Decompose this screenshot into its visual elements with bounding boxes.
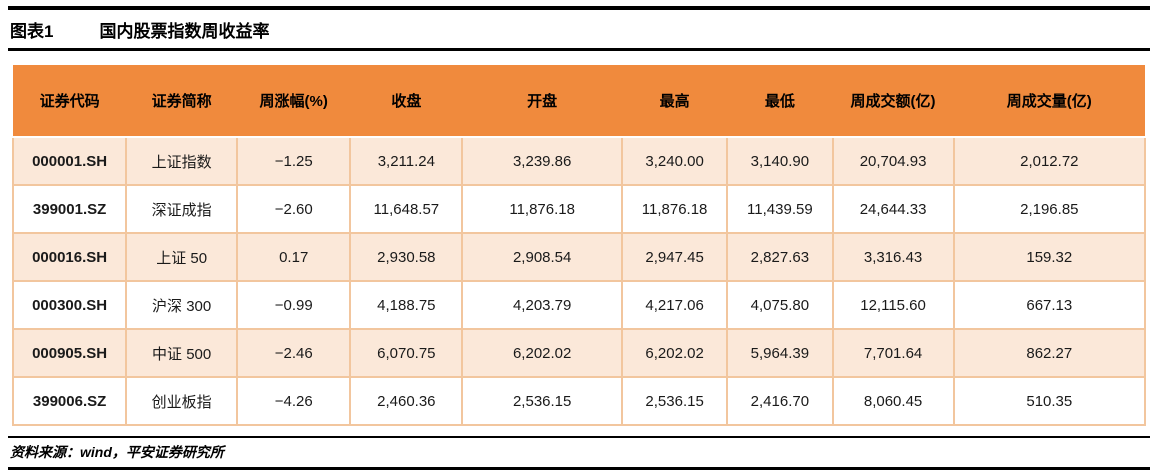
table-cell: 000300.SH xyxy=(11,280,128,330)
table-cell: 5,964.39 xyxy=(726,328,834,378)
table-row: 000300.SH 沪深 300 −0.99 4,188.75 4,203.79… xyxy=(11,280,1147,330)
table-cell: 中证 500 xyxy=(125,328,239,378)
table-cell: 12,115.60 xyxy=(831,280,955,330)
table-cell: 2,012.72 xyxy=(952,136,1147,186)
table-cell: 2,536.15 xyxy=(620,376,729,426)
table-cell: 399006.SZ xyxy=(11,376,128,426)
table-cell: 11,439.59 xyxy=(726,184,834,234)
table-cell: 510.35 xyxy=(952,376,1147,426)
column-header-code: 证券代码 xyxy=(13,65,127,138)
table-cell: 3,140.90 xyxy=(726,136,834,186)
table-cell: −0.99 xyxy=(236,280,352,330)
column-header-turnover: 周成交额(亿) xyxy=(832,65,954,138)
table-cell: 24,644.33 xyxy=(831,184,955,234)
source-note: 资料来源：wind，平安证券研究所 xyxy=(10,444,224,460)
table-row: 000016.SH 上证 50 0.17 2,930.58 2,908.54 2… xyxy=(11,232,1147,282)
table-cell: 3,240.00 xyxy=(620,136,729,186)
table-cell: 8,060.45 xyxy=(831,376,955,426)
column-header-weekly-change: 周涨幅(%) xyxy=(237,65,351,138)
table-cell: 沪深 300 xyxy=(125,280,239,330)
table-cell: 上证 50 xyxy=(125,232,239,282)
table-row: 399006.SZ 创业板指 −4.26 2,460.36 2,536.15 2… xyxy=(11,376,1147,426)
table-cell: 3,239.86 xyxy=(461,136,623,186)
table-cell: 2,947.45 xyxy=(620,232,729,282)
table-cell: 4,217.06 xyxy=(620,280,729,330)
table-cell: 上证指数 xyxy=(125,136,239,186)
table-cell: 创业板指 xyxy=(125,376,239,426)
stock-index-table: 证券代码 证券简称 周涨幅(%) 收盘 开盘 最高 最低 周成交额(亿) 周成交… xyxy=(11,65,1147,426)
table-cell: 深证成指 xyxy=(125,184,239,234)
table-cell: 11,648.57 xyxy=(349,184,464,234)
table-cell: 2,196.85 xyxy=(952,184,1147,234)
table-cell: 6,070.75 xyxy=(349,328,464,378)
table-cell: 399001.SZ xyxy=(11,184,128,234)
table-cell: 4,075.80 xyxy=(726,280,834,330)
figure-number: 图表1 xyxy=(10,22,54,41)
table-cell: 000001.SH xyxy=(11,136,128,186)
table-cell: 0.17 xyxy=(236,232,352,282)
table-cell: 000905.SH xyxy=(11,328,128,378)
table-cell: 3,211.24 xyxy=(349,136,464,186)
table-cell: −2.60 xyxy=(236,184,352,234)
column-header-name: 证券简称 xyxy=(126,65,238,138)
table-cell: 4,203.79 xyxy=(461,280,623,330)
index-table-container: 证券代码 证券简称 周涨幅(%) 收盘 开盘 最高 最低 周成交额(亿) 周成交… xyxy=(11,65,1147,426)
table-cell: 20,704.93 xyxy=(831,136,955,186)
table-cell: 11,876.18 xyxy=(461,184,623,234)
table-row: 000905.SH 中证 500 −2.46 6,070.75 6,202.02… xyxy=(11,328,1147,378)
table-cell: 11,876.18 xyxy=(620,184,729,234)
table-cell: 2,460.36 xyxy=(349,376,464,426)
table-row: 399001.SZ 深证成指 −2.60 11,648.57 11,876.18… xyxy=(11,184,1147,234)
table-cell: 2,416.70 xyxy=(726,376,834,426)
column-header-close: 收盘 xyxy=(350,65,463,138)
table-cell: 7,701.64 xyxy=(831,328,955,378)
table-cell: 2,930.58 xyxy=(349,232,464,282)
table-cell: 2,908.54 xyxy=(461,232,623,282)
table-cell: 862.27 xyxy=(952,328,1147,378)
column-header-low: 最低 xyxy=(727,65,833,138)
table-row: 000001.SH 上证指数 −1.25 3,211.24 3,239.86 3… xyxy=(11,136,1147,186)
table-cell: 2,536.15 xyxy=(461,376,623,426)
table-cell: 159.32 xyxy=(952,232,1147,282)
table-cell: 6,202.02 xyxy=(461,328,623,378)
table-cell: −2.46 xyxy=(236,328,352,378)
table-cell: 667.13 xyxy=(952,280,1147,330)
table-header-row: 证券代码 证券简称 周涨幅(%) 收盘 开盘 最高 最低 周成交额(亿) 周成交… xyxy=(13,65,1145,138)
column-header-volume: 周成交量(亿) xyxy=(953,65,1145,138)
column-header-high: 最高 xyxy=(621,65,728,138)
table-cell: 3,316.43 xyxy=(831,232,955,282)
table-cell: 2,827.63 xyxy=(726,232,834,282)
figure-title-bar: 图表1 国内股票指数周收益率 xyxy=(8,6,1150,51)
table-cell: −4.26 xyxy=(236,376,352,426)
figure-title: 国内股票指数周收益率 xyxy=(99,22,270,41)
column-header-open: 开盘 xyxy=(462,65,622,138)
table-cell: 6,202.02 xyxy=(620,328,729,378)
table-cell: −1.25 xyxy=(236,136,352,186)
table-cell: 000016.SH xyxy=(11,232,128,282)
table-cell: 4,188.75 xyxy=(349,280,464,330)
